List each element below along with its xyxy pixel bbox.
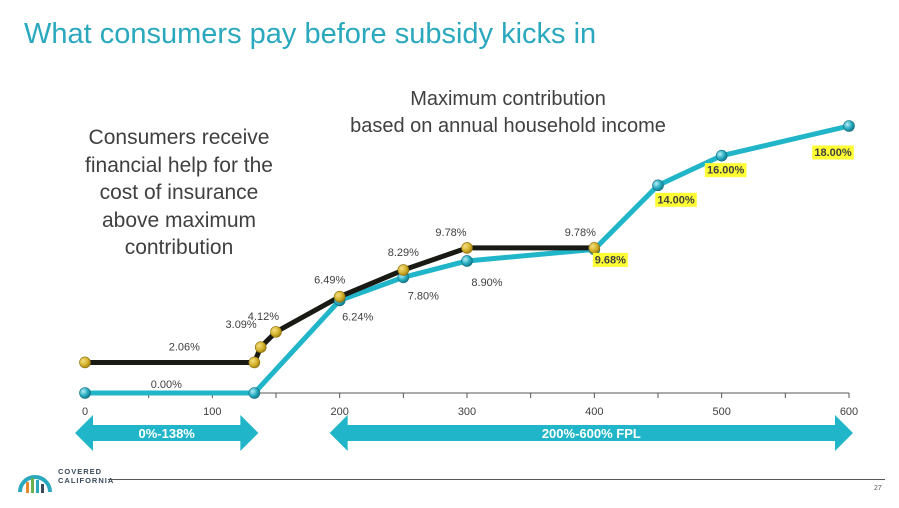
data-point — [248, 356, 261, 369]
label-highlight — [655, 192, 697, 207]
data-label: 14.00% — [657, 194, 695, 206]
max-contribution-line2: based on annual household income — [350, 115, 666, 137]
data-point — [461, 255, 473, 267]
x-tick-label: 400 — [585, 406, 603, 418]
data-point — [461, 242, 473, 254]
data-point — [254, 341, 267, 353]
covered-california-logo: COVERED CALIFORNIA — [16, 462, 126, 498]
range-label: 0%-138% — [138, 426, 195, 441]
x-tick-label: 100 — [203, 406, 221, 418]
data-label: 7.80% — [408, 290, 439, 302]
data-label: 0.00% — [151, 379, 182, 391]
page-number: 27 — [874, 485, 882, 492]
footer-divider — [108, 479, 885, 480]
data-label: 9.68% — [595, 254, 626, 266]
x-tick-label: 200 — [330, 406, 348, 418]
max-contribution-line1: Maximum contribution — [410, 88, 606, 110]
data-point — [715, 149, 728, 162]
data-label: 18.00% — [814, 147, 852, 159]
data-label: 3.09% — [226, 319, 257, 331]
range-label: 200%-600% FPL — [542, 426, 641, 441]
slide-title: What consumers pay before subsidy kicks … — [24, 18, 597, 50]
data-point — [248, 387, 261, 399]
label-highlight — [812, 145, 854, 160]
logo-text: COVERED CALIFORNIA — [58, 467, 114, 485]
data-point — [79, 387, 91, 399]
data-label: 6.49% — [314, 275, 345, 287]
x-tick-label: 300 — [458, 406, 476, 418]
label-highlight — [592, 252, 628, 267]
x-tick-label: 600 — [840, 406, 858, 418]
data-label: 8.29% — [388, 247, 419, 259]
data-label: 9.78% — [565, 227, 596, 239]
data-label: 9.78% — [435, 227, 466, 239]
range-arrow — [329, 415, 854, 451]
data-point — [270, 326, 282, 338]
data-point — [843, 120, 855, 132]
range-arrow — [75, 415, 259, 451]
logo-line2: CALIFORNIA — [58, 476, 115, 485]
data-point — [79, 356, 91, 369]
data-point — [397, 264, 410, 276]
data-label: 16.00% — [707, 165, 745, 177]
data-point — [652, 179, 664, 192]
x-tick-label: 500 — [712, 406, 730, 418]
logo-arch-icon — [18, 475, 52, 493]
max-contribution-note: Maximum contribution based on annual hou… — [318, 86, 698, 140]
subsidy-note: Consumers receive financial help for the… — [85, 126, 273, 259]
x-tick-label: 0 — [82, 406, 88, 418]
logo-line1: COVERED — [58, 467, 103, 476]
data-label: 2.06% — [169, 341, 200, 353]
data-label: 6.24% — [342, 311, 373, 323]
data-point — [588, 242, 601, 254]
data-point — [333, 290, 346, 303]
data-label: 4.12% — [248, 311, 279, 323]
data-label: 8.90% — [471, 277, 502, 289]
label-highlight — [704, 163, 747, 178]
